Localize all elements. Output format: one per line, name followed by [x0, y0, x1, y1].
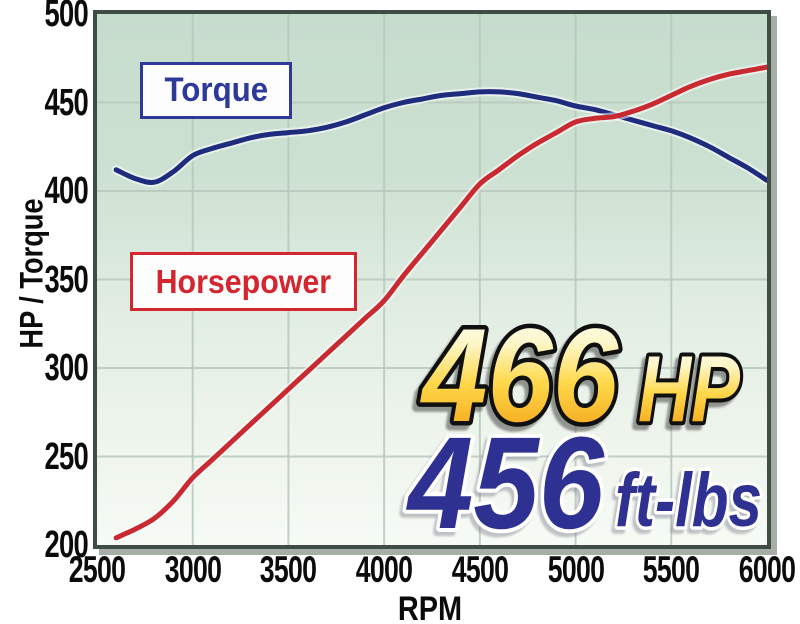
y-tick-label: 350 — [44, 258, 89, 301]
x-tick-label: 4500 — [451, 549, 509, 590]
torque-legend-box: Torque — [140, 62, 292, 119]
y-tick-label: 200 — [44, 524, 89, 566]
x-tick-label: 5500 — [643, 549, 700, 590]
horsepower-legend-box: Horsepower — [130, 252, 357, 311]
y-tick-label: 300 — [44, 347, 89, 389]
x-tick-label: 5000 — [547, 549, 604, 590]
y-tick-label: 400 — [44, 170, 89, 212]
curves — [111, 62, 767, 543]
x-axis-title: RPM — [397, 590, 463, 624]
x-tick-label: 2500 — [68, 549, 126, 590]
x-tick-label: 3500 — [260, 549, 317, 590]
y-tick-label: 450 — [44, 81, 89, 124]
horsepower-curve — [113, 64, 767, 541]
x-tick-label: 4000 — [355, 549, 413, 590]
y-tick-label: 500 — [44, 0, 89, 35]
x-tick-label: 6000 — [738, 549, 796, 590]
torque-legend-label: Torque — [164, 71, 268, 109]
torque-curve — [113, 89, 767, 185]
x-tick-label: 3000 — [164, 549, 222, 590]
horsepower-legend-label: Horsepower — [155, 262, 332, 300]
y-tick-label: 250 — [44, 435, 89, 478]
